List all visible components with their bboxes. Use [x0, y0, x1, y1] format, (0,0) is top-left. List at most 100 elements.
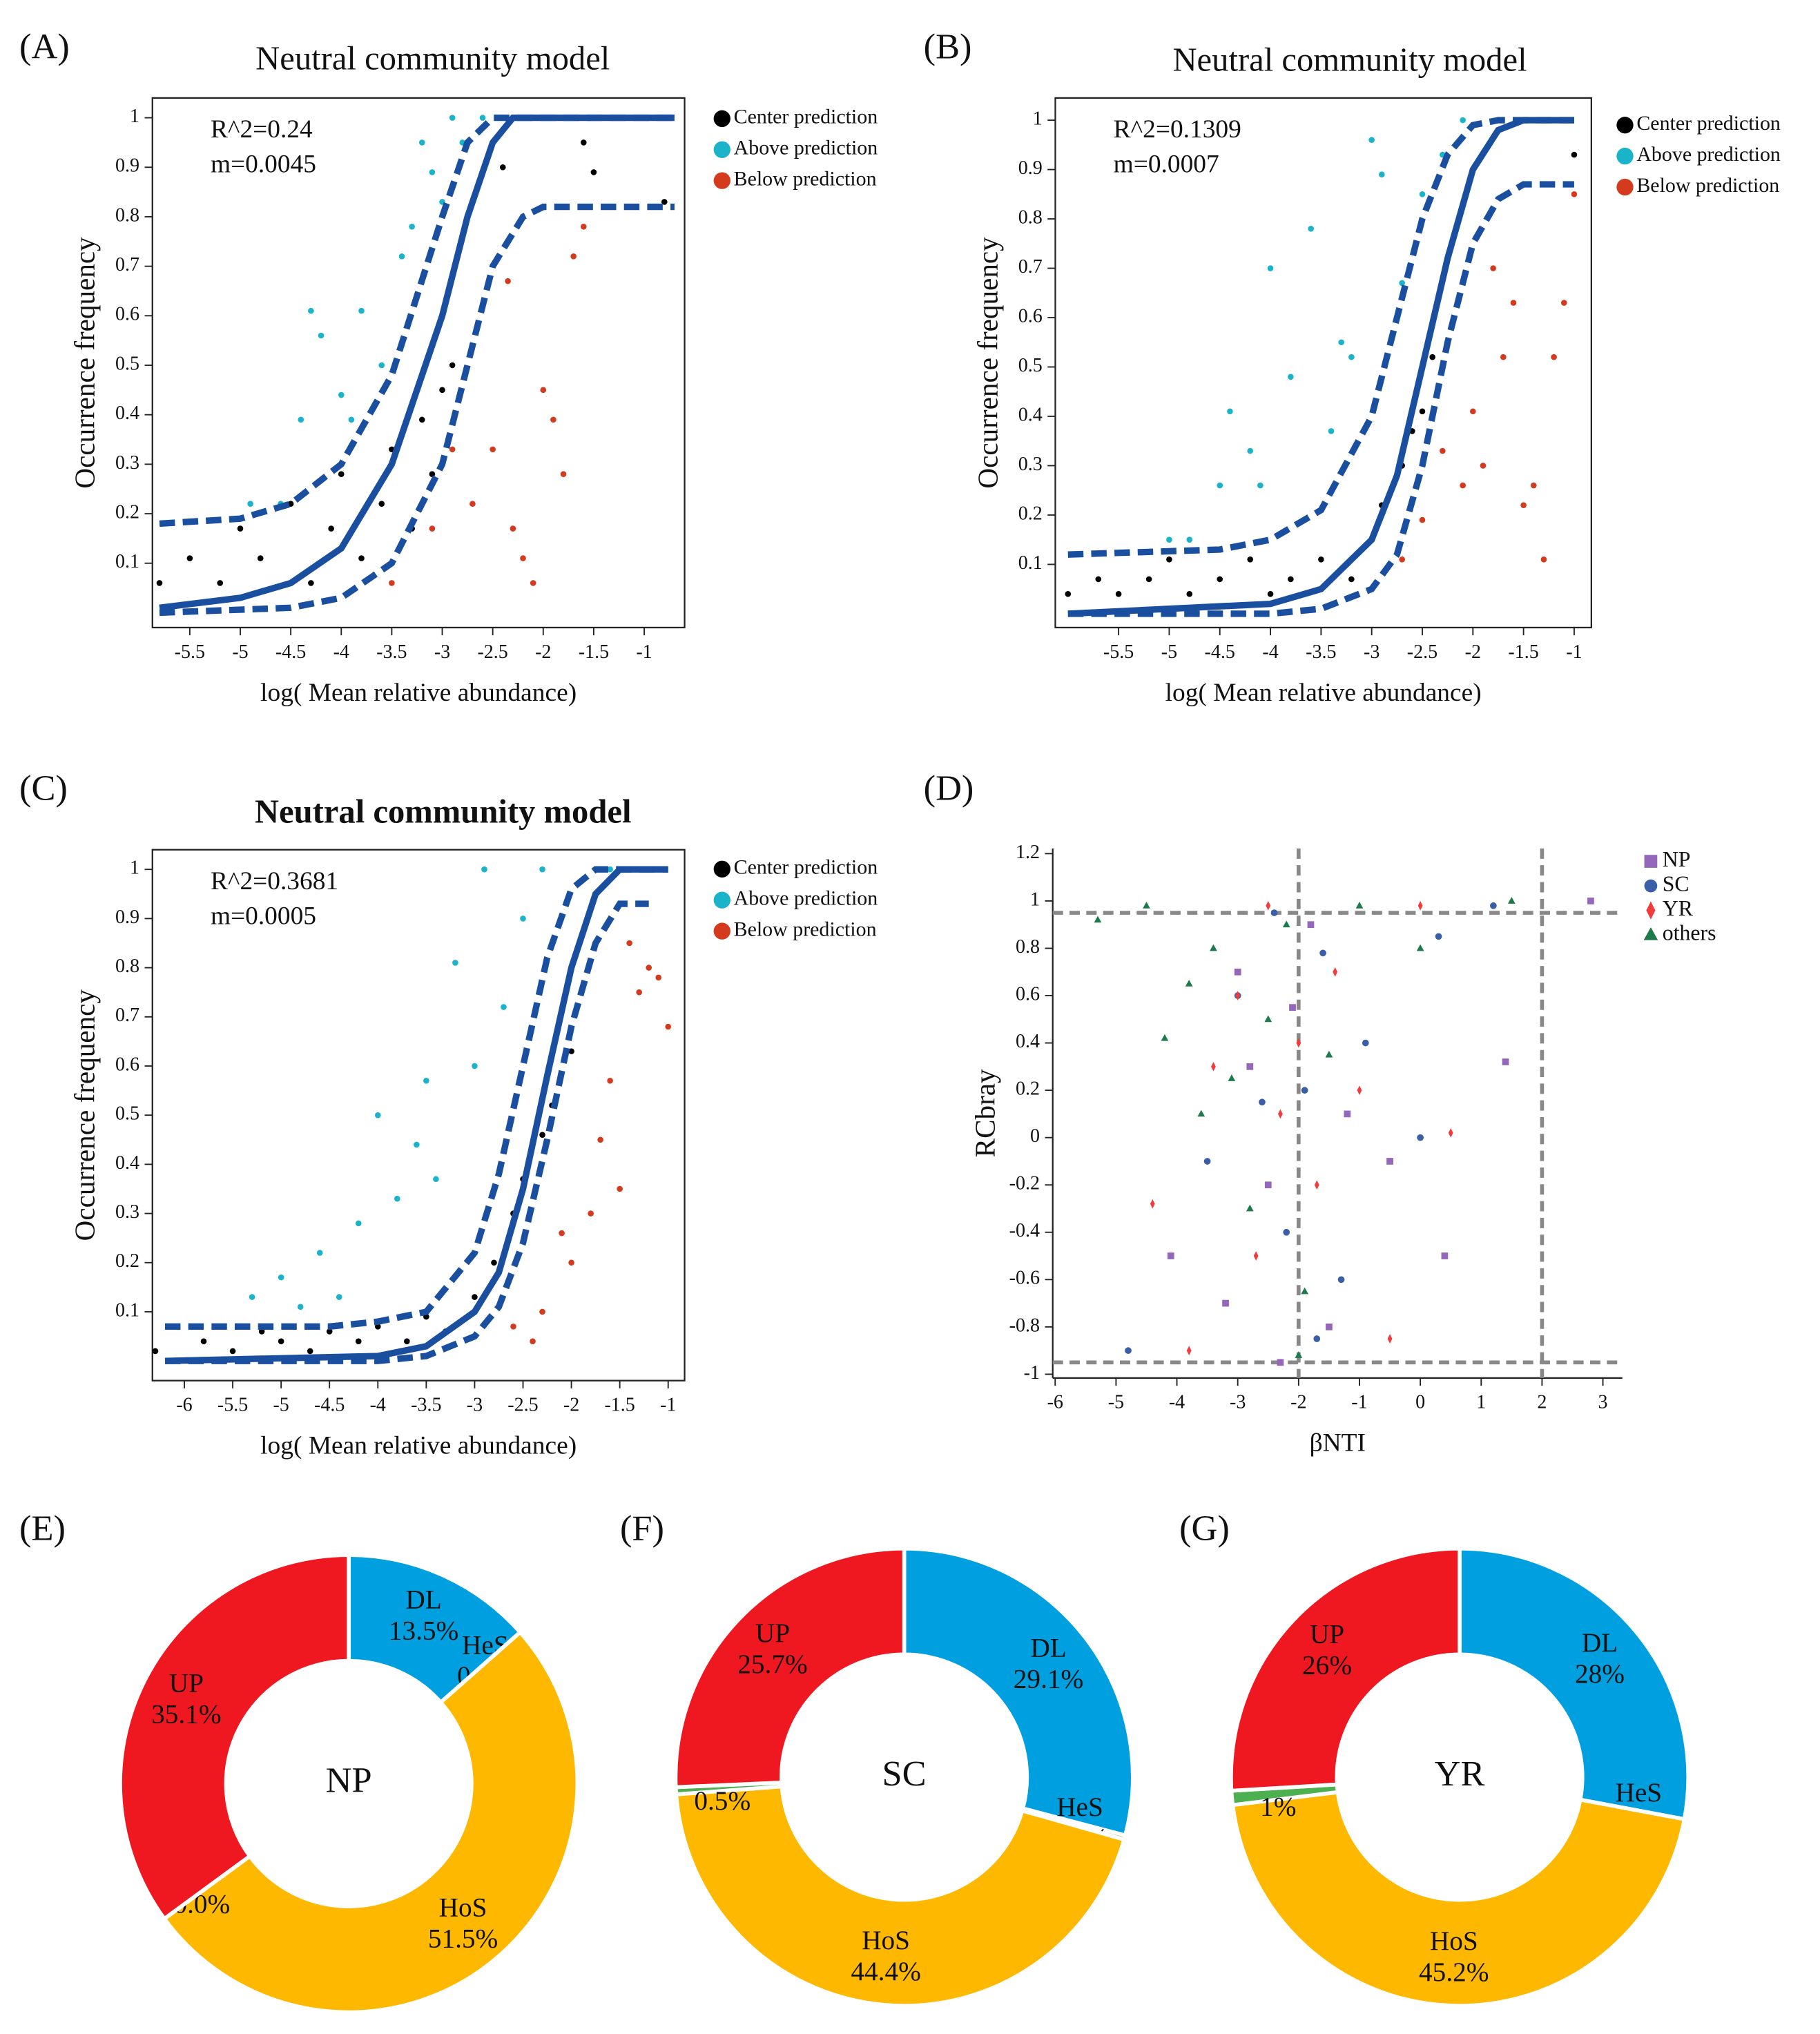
x-tick-label: -4 [370, 1394, 386, 1415]
x-tick-label: 1 [1476, 1392, 1486, 1413]
center-label: YR [1435, 1754, 1485, 1794]
y-tick-label: -0.2 [1009, 1173, 1040, 1194]
point [550, 416, 556, 423]
panel-label: (F) [620, 1509, 664, 1549]
point [1264, 1181, 1272, 1189]
x-tick-label: -4 [1169, 1392, 1185, 1413]
point [560, 471, 567, 478]
y-tick-label: 0.9 [115, 155, 139, 177]
point [338, 391, 345, 398]
slice-label: HeS [1056, 1792, 1103, 1822]
point [1325, 1050, 1333, 1058]
y-tick-label: -0.4 [1009, 1220, 1040, 1241]
point [1247, 556, 1254, 563]
x-tick-label: 3 [1598, 1392, 1608, 1413]
point [559, 1230, 565, 1237]
point [1185, 980, 1193, 987]
point [1560, 300, 1567, 306]
point [1314, 1180, 1319, 1190]
fit-curve [1067, 117, 1574, 617]
x-tick-label: -3 [434, 641, 450, 663]
point [1296, 1038, 1301, 1048]
point [1399, 280, 1405, 287]
point [1267, 265, 1274, 271]
x-tick-label: -2 [563, 1394, 579, 1415]
point [505, 278, 511, 284]
y-tick-label: -1 [1024, 1362, 1040, 1384]
point [501, 1004, 507, 1010]
legend-label: SC [1663, 871, 1690, 895]
point [1166, 556, 1172, 563]
point [409, 223, 415, 230]
point [570, 253, 577, 260]
point [1222, 1299, 1229, 1307]
x-tick-label: -5.5 [175, 641, 205, 663]
x-axis-label: log( Mean relative abundance) [1165, 679, 1482, 707]
x-tick-label: -2 [1465, 641, 1481, 663]
point [1417, 1134, 1424, 1141]
point [1211, 1062, 1216, 1072]
legend-marker [1616, 117, 1634, 134]
point [597, 1136, 603, 1143]
point [1507, 897, 1516, 904]
point [414, 1141, 420, 1148]
x-tick-label: -3 [1230, 1392, 1246, 1413]
point [1326, 1324, 1333, 1330]
point [439, 387, 445, 394]
point [1348, 576, 1355, 583]
point [588, 1210, 594, 1217]
y-tick-label: 0.2 [115, 1250, 139, 1272]
y-tick-label: 0.8 [115, 204, 139, 226]
point [661, 199, 668, 205]
point [1186, 536, 1193, 543]
point [355, 1220, 362, 1227]
point [1235, 991, 1241, 1000]
slice-value: 35.1% [151, 1700, 221, 1730]
legend-marker [1643, 927, 1658, 940]
point [1247, 447, 1254, 454]
point [1203, 1158, 1211, 1165]
y-tick-label: 0.2 [115, 502, 139, 523]
point [646, 965, 652, 971]
point [481, 866, 487, 873]
legend-label: Center prediction [734, 856, 878, 879]
legend-marker [1616, 178, 1634, 196]
slice-value: 1% [1260, 1792, 1296, 1821]
point [1441, 1252, 1449, 1259]
point [1460, 482, 1466, 489]
x-axis-label: log( Mean relative abundance) [260, 1432, 577, 1460]
point [1289, 1004, 1296, 1011]
legend-label: Above prediction [1636, 143, 1781, 166]
point [1307, 921, 1315, 929]
legend-label: Above prediction [734, 137, 878, 159]
legend-marker [1644, 855, 1658, 868]
point [1480, 463, 1487, 469]
point [1530, 482, 1537, 489]
center-label: SC [882, 1754, 927, 1794]
point [490, 446, 496, 453]
point [1266, 900, 1271, 911]
pie-slice [162, 1629, 580, 2015]
legend-marker [1646, 901, 1656, 920]
legend-label: Below prediction [734, 168, 877, 191]
point [389, 580, 395, 586]
y-tick-label: 1 [130, 858, 139, 879]
y-tick-label: -0.6 [1009, 1268, 1040, 1289]
pie-slice [674, 1784, 1127, 2008]
point [617, 1185, 623, 1192]
point [1490, 902, 1497, 909]
point [316, 1250, 323, 1256]
point [449, 446, 456, 453]
y-tick-label: 1 [1030, 889, 1040, 910]
point [1246, 1204, 1254, 1212]
point [1520, 502, 1527, 508]
x-tick-label: -1 [1351, 1392, 1367, 1413]
annotation: R^2=0.3681 [211, 867, 338, 895]
y-tick-label: 1 [1033, 108, 1043, 130]
point [358, 555, 365, 561]
x-tick-label: 0 [1415, 1392, 1425, 1413]
fit-curve [159, 114, 675, 527]
legend-marker [713, 922, 730, 940]
y-tick-label: 0.8 [1018, 206, 1043, 228]
